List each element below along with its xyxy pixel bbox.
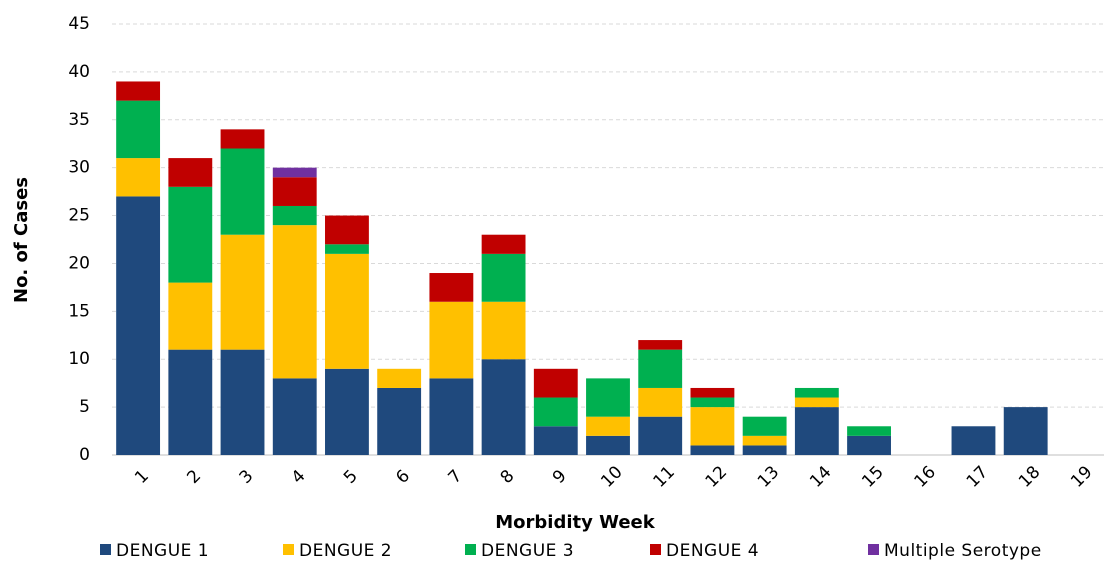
x-tick-label: 6 bbox=[392, 466, 414, 488]
bar-segment bbox=[168, 158, 213, 187]
x-tick-label: 1 bbox=[131, 466, 153, 488]
bar-segment bbox=[220, 148, 265, 235]
y-tick-label: 30 bbox=[68, 158, 90, 178]
bar-segment bbox=[533, 426, 578, 455]
bar-segment bbox=[325, 215, 369, 245]
bar-segment bbox=[638, 349, 683, 388]
bar-segment bbox=[586, 416, 630, 436]
x-tick-label: 14 bbox=[806, 462, 835, 491]
bar-segment bbox=[847, 426, 891, 436]
bar-segment bbox=[325, 244, 369, 254]
bar-segment bbox=[272, 167, 317, 178]
bar-segment bbox=[429, 273, 474, 302]
bar-segment bbox=[168, 282, 213, 350]
y-tick-label: 25 bbox=[68, 206, 90, 226]
y-tick-label: 20 bbox=[68, 253, 90, 273]
bar-segment bbox=[481, 253, 526, 302]
bar-segment bbox=[116, 196, 161, 455]
legend-swatch bbox=[100, 544, 111, 555]
x-tick-label: 10 bbox=[597, 462, 626, 491]
x-tick-label: 13 bbox=[754, 462, 783, 491]
bar-segment bbox=[481, 301, 526, 360]
bar-segment bbox=[638, 387, 683, 417]
bar-segment bbox=[742, 435, 787, 446]
legend-swatch bbox=[868, 544, 879, 555]
legend-label: DENGUE 4 bbox=[666, 541, 759, 561]
x-axis-title: Morbidity Week bbox=[495, 512, 655, 533]
bar-segment bbox=[586, 378, 630, 417]
bar-segment bbox=[794, 387, 839, 398]
bar-segment bbox=[429, 378, 474, 455]
x-tick-label: 15 bbox=[858, 462, 887, 491]
bar-segment bbox=[220, 349, 265, 455]
x-tick-label: 5 bbox=[340, 466, 362, 488]
legend-label: DENGUE 2 bbox=[299, 541, 392, 561]
legend-label: DENGUE 3 bbox=[481, 541, 574, 561]
x-tick-label: 4 bbox=[288, 466, 310, 488]
bar-segment bbox=[586, 435, 630, 455]
x-tick-label: 11 bbox=[649, 462, 678, 491]
bar-segment bbox=[690, 387, 735, 398]
bar-segment bbox=[116, 81, 161, 101]
bar-segment bbox=[951, 426, 996, 455]
bar-segment bbox=[272, 225, 317, 379]
legend-label: DENGUE 1 bbox=[116, 541, 209, 561]
legend-label: Multiple Serotype bbox=[884, 541, 1042, 561]
y-tick-label: 10 bbox=[68, 349, 90, 369]
bar-segment bbox=[742, 416, 787, 436]
bar-segment bbox=[638, 340, 683, 350]
legend-swatch bbox=[465, 544, 476, 555]
bar-segment bbox=[220, 129, 265, 149]
bar-segment bbox=[1003, 407, 1048, 455]
bar-segment bbox=[325, 253, 369, 369]
bar-segment bbox=[325, 368, 369, 455]
bar-segment bbox=[168, 349, 213, 455]
x-tick-label: 12 bbox=[702, 462, 731, 491]
bar-segment bbox=[638, 416, 683, 455]
bar-segment bbox=[794, 397, 839, 408]
bar-segment bbox=[794, 407, 839, 455]
bar-segment bbox=[116, 158, 161, 197]
x-tick-label: 8 bbox=[497, 466, 519, 488]
bar-segment bbox=[116, 100, 161, 159]
bar-segment bbox=[847, 435, 891, 455]
x-tick-label: 17 bbox=[963, 462, 992, 491]
y-tick-label: 5 bbox=[79, 397, 90, 417]
bar-segment bbox=[377, 368, 422, 388]
y-tick-label: 35 bbox=[68, 110, 90, 130]
legend-swatch bbox=[283, 544, 294, 555]
x-tick-label: 19 bbox=[1067, 462, 1096, 491]
bar-segment bbox=[272, 378, 317, 455]
bar-segment bbox=[742, 445, 787, 455]
y-axis-title: No. of Cases bbox=[11, 177, 32, 303]
y-tick-label: 45 bbox=[68, 14, 90, 34]
bar-segment bbox=[533, 397, 578, 427]
bar-segment bbox=[481, 359, 526, 455]
x-tick-label: 7 bbox=[444, 466, 466, 488]
x-tick-label: 9 bbox=[549, 466, 571, 488]
y-tick-label: 40 bbox=[68, 62, 90, 82]
bar-segment bbox=[272, 205, 317, 226]
x-tick-label: 2 bbox=[183, 466, 205, 488]
legend-swatch bbox=[650, 544, 661, 555]
bar-segment bbox=[429, 301, 474, 379]
bar-segment bbox=[481, 234, 526, 254]
bar-segment bbox=[272, 177, 317, 206]
x-tick-label: 3 bbox=[236, 466, 258, 488]
bar-segment bbox=[533, 368, 578, 398]
bar-segment bbox=[168, 186, 213, 283]
bar-segment bbox=[220, 234, 265, 350]
bar-segment bbox=[690, 445, 735, 455]
x-tick-label: 16 bbox=[911, 462, 940, 491]
bar-segment bbox=[690, 407, 735, 446]
x-tick-label: 18 bbox=[1015, 462, 1044, 491]
y-tick-label: 0 bbox=[79, 445, 90, 465]
y-tick-label: 15 bbox=[68, 301, 90, 321]
bar-segment bbox=[377, 387, 422, 455]
bar-segment bbox=[690, 397, 735, 408]
